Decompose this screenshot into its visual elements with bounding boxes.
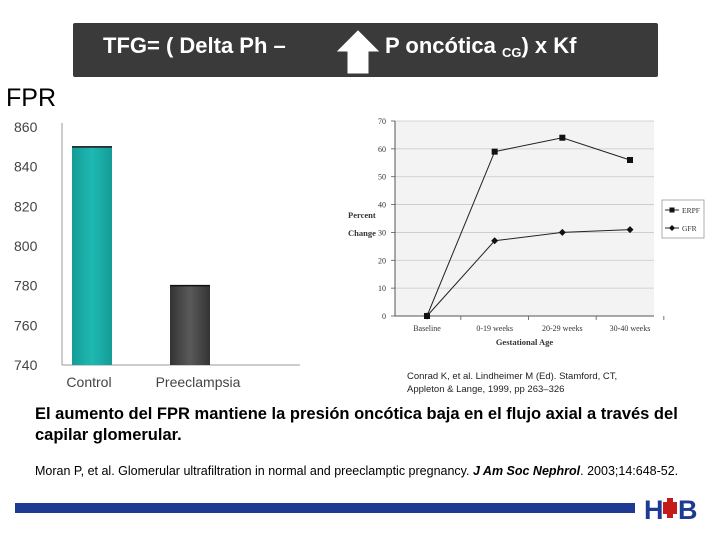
bar-control <box>72 146 112 365</box>
line-point-gfr <box>491 237 499 245</box>
line-plot-area <box>395 121 654 316</box>
reference: Moran P, et al. Glomerular ultrafiltrati… <box>35 464 679 478</box>
line-point-erpf <box>627 157 633 163</box>
line-y-tick-label: 50 <box>378 173 386 182</box>
line-point-gfr <box>626 226 634 234</box>
line-legend-label: GFR <box>682 224 697 233</box>
line-y-axis-title-2: Change <box>348 228 376 238</box>
line-x-tick-label: 20-29 weeks <box>542 324 583 333</box>
line-y-tick-label: 20 <box>378 256 386 265</box>
hb-logo: H B <box>640 494 712 525</box>
title-right: P oncótica CG) x Kf <box>385 33 577 60</box>
title-bar: TFG= ( Delta Ph – P oncótica CG) x Kf <box>73 23 658 77</box>
line-x-tick-label: 0-19 weeks <box>476 324 513 333</box>
line-point-erpf <box>491 148 498 155</box>
bar-y-tick-label: 780 <box>14 278 38 294</box>
line-point-gfr <box>558 228 566 236</box>
line-legend-label: ERPF <box>682 206 700 215</box>
title-left: TFG= ( Delta Ph – <box>103 33 286 58</box>
line-legend-marker <box>669 207 675 213</box>
bar-category-label: Preeclampsia <box>156 374 241 390</box>
renal-function-line-chart: 0 10 20 30 40 50 60 70 Baseline 0-19 weeks 20-29 w… <box>348 117 705 347</box>
svg-text:H: H <box>644 495 662 525</box>
bar-y-tick-label: 860 <box>14 119 38 135</box>
svg-text:B: B <box>678 495 698 525</box>
line-legend-marker <box>669 225 675 231</box>
line-x-axis-title: Gestational Age <box>496 337 554 347</box>
line-y-tick-label: 60 <box>378 145 386 154</box>
bar-category-label: Control <box>66 374 111 390</box>
bottom-bar <box>15 503 635 513</box>
bar-preeclampsia <box>170 285 210 365</box>
fpr-label: FPR <box>6 84 56 112</box>
line-y-tick-label: 70 <box>378 117 386 126</box>
line-x-tick-label: 30-40 weeks <box>610 324 651 333</box>
line-y-tick-label: 0 <box>382 312 386 321</box>
line-y-tick-label: 40 <box>378 201 386 210</box>
line-y-axis-title-1: Percent <box>348 210 376 220</box>
line-series-gfr <box>426 229 631 317</box>
line-y-tick-label: 30 <box>378 228 386 237</box>
line-point-erpf <box>559 134 566 141</box>
bar-y-tick-label: 740 <box>14 357 38 373</box>
main-statement: El aumento del FPR mantiene la presión o… <box>35 405 678 444</box>
line-y-tick-label: 10 <box>378 284 386 293</box>
bar-y-tick-label: 820 <box>14 198 38 214</box>
line-series-erpf <box>426 137 631 317</box>
fpr-bar-chart: 860 840 820 800 780 760 740 Control Preeclampsia <box>14 119 300 390</box>
chart-citation: Conrad K, et al. Lindheimer M (Ed). Stam… <box>407 371 618 395</box>
line-point-gfr <box>423 312 431 320</box>
bar-y-tick-label: 840 <box>14 159 38 175</box>
up-arrow-icon <box>336 30 380 74</box>
bar-y-tick-label: 760 <box>14 317 38 333</box>
line-x-tick-label: Baseline <box>413 324 441 333</box>
line-legend-box <box>661 199 705 239</box>
bar-y-tick-label: 800 <box>14 238 38 254</box>
